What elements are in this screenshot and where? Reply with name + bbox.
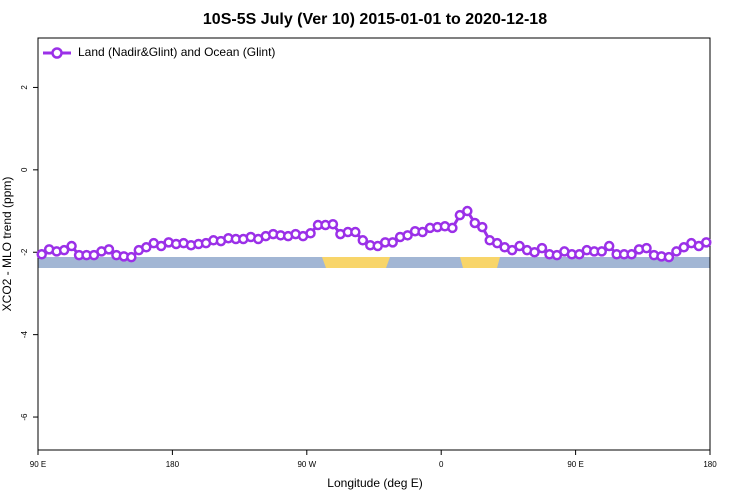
map-land <box>322 257 390 268</box>
data-point <box>387 237 398 248</box>
data-point <box>626 249 637 260</box>
y-tick-label: 0 <box>20 167 29 172</box>
x-tick-label: 180 <box>166 460 180 469</box>
data-point <box>305 228 316 239</box>
y-axis-label: XCO2 - MLO trend (ppm) <box>0 177 14 312</box>
data-point <box>671 246 682 257</box>
data-point <box>514 240 525 252</box>
data-point <box>58 244 70 256</box>
data-point <box>126 251 137 263</box>
data-point <box>447 222 458 234</box>
data-point <box>357 235 369 246</box>
data-point <box>417 226 428 238</box>
data-point <box>574 249 585 260</box>
x-tick-label: 90 E <box>30 460 46 469</box>
data-point <box>663 251 675 263</box>
legend-label: Land (Nadir&Glint) and Ocean (Glint) <box>78 45 275 59</box>
data-point <box>678 242 690 253</box>
y-tick-label: -6 <box>20 413 29 421</box>
data-point <box>66 240 77 252</box>
x-tick-label: 180 <box>703 460 717 469</box>
y-tick-label: 2 <box>20 85 29 90</box>
data-point <box>491 237 503 249</box>
data-point <box>141 242 152 253</box>
x-tick-label: 0 <box>439 460 444 469</box>
x-axis-label: Longitude (deg E) <box>327 476 422 490</box>
data-point <box>596 246 607 257</box>
data-point <box>454 209 466 221</box>
data-point <box>103 244 115 255</box>
y-tick-label: -4 <box>20 331 29 339</box>
data-point <box>350 226 361 238</box>
data-point <box>469 217 481 229</box>
map-land <box>460 257 500 268</box>
data-point <box>327 218 339 230</box>
y-tick-label: -2 <box>20 248 29 256</box>
data-point <box>36 249 47 260</box>
data-point <box>603 240 615 252</box>
chart-title: 10S-5S July (Ver 10) 2015-01-01 to 2020-… <box>203 11 547 28</box>
x-tick-label: 90 E <box>567 460 583 469</box>
data-point <box>529 246 540 258</box>
data-point <box>477 221 488 233</box>
data-point <box>462 205 473 217</box>
data-point <box>536 242 548 254</box>
legend-marker <box>51 47 63 59</box>
data-point <box>641 242 652 254</box>
data-point <box>402 230 413 241</box>
x-tick-label: 90 W <box>297 460 316 469</box>
data-point <box>506 244 518 256</box>
data-point <box>701 237 712 248</box>
